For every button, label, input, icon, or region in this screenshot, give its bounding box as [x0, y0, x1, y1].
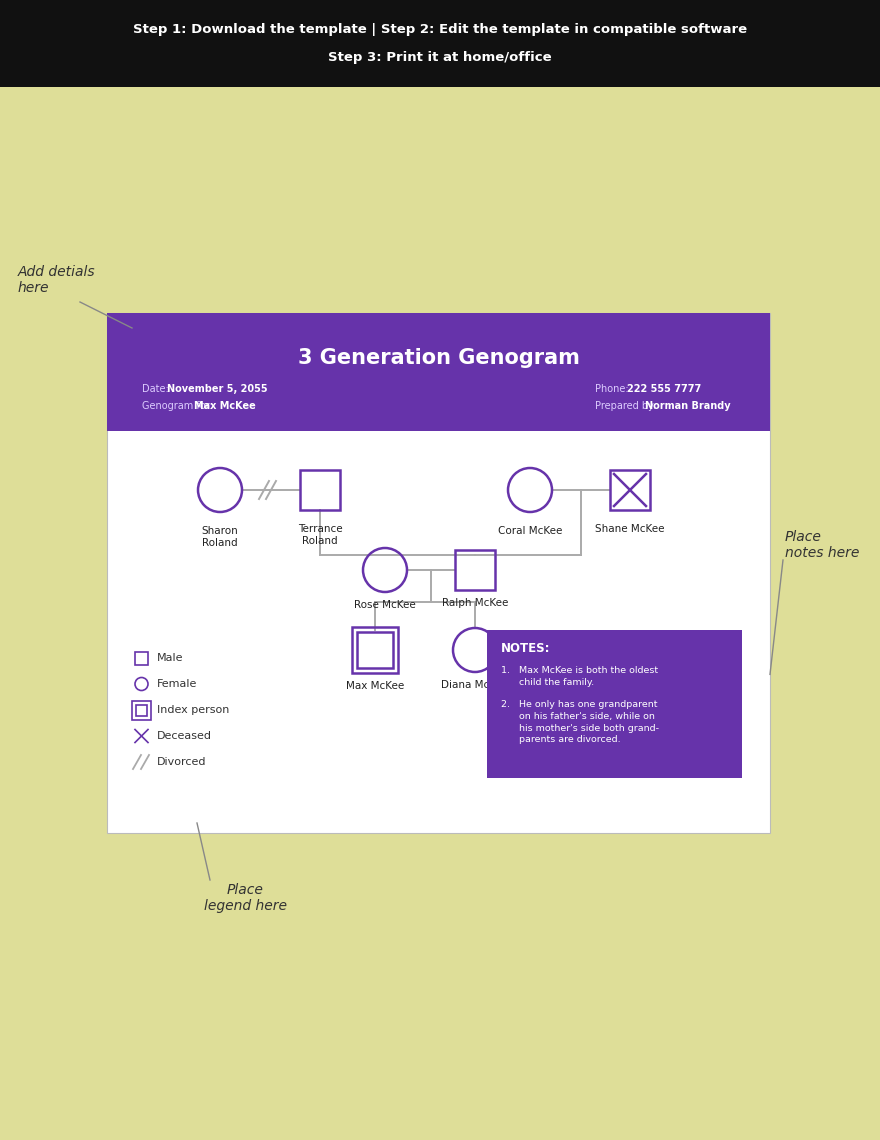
FancyBboxPatch shape: [487, 630, 742, 777]
Text: November 5, 2055: November 5, 2055: [167, 384, 268, 394]
Text: Terrance
Roland: Terrance Roland: [297, 524, 342, 546]
Text: Female: Female: [157, 679, 197, 689]
Text: Sharon
Roland: Sharon Roland: [202, 526, 238, 547]
Text: Diana McKee: Diana McKee: [442, 679, 509, 690]
Text: Step 3: Print it at home/office: Step 3: Print it at home/office: [328, 51, 552, 65]
Text: Max McKee: Max McKee: [194, 401, 256, 412]
Text: Prepared by:: Prepared by:: [595, 401, 659, 412]
FancyBboxPatch shape: [107, 314, 770, 833]
Text: Phone:: Phone:: [595, 384, 632, 394]
Text: Shane McKee: Shane McKee: [595, 524, 664, 534]
Text: 222 555 7777: 222 555 7777: [627, 384, 701, 394]
Text: Place
legend here: Place legend here: [203, 882, 287, 913]
Text: Rose McKee: Rose McKee: [354, 600, 416, 610]
Bar: [132, 700, 151, 719]
Text: Ralph McKee: Ralph McKee: [442, 598, 508, 608]
Text: Index person: Index person: [157, 705, 230, 715]
Bar: [300, 470, 340, 510]
Text: Place
notes here: Place notes here: [785, 530, 860, 560]
Bar: [357, 632, 393, 668]
Text: Add detials
here: Add detials here: [18, 264, 96, 295]
Bar: [135, 651, 148, 665]
FancyBboxPatch shape: [107, 314, 770, 431]
Text: 1.   Max McKee is both the oldest
      child the family.: 1. Max McKee is both the oldest child th…: [501, 666, 658, 686]
Bar: [455, 549, 495, 591]
Text: Max McKee: Max McKee: [346, 681, 404, 691]
Text: 2.   He only has one grandparent
      on his father's side, while on
      his : 2. He only has one grandparent on his fa…: [501, 700, 659, 744]
Text: Divorced: Divorced: [157, 757, 207, 767]
Text: NOTES:: NOTES:: [501, 642, 551, 654]
Bar: [352, 627, 398, 673]
Text: Date:: Date:: [142, 384, 172, 394]
Bar: [610, 470, 650, 510]
FancyBboxPatch shape: [0, 0, 880, 87]
Text: Step 1: Download the template | Step 2: Edit the template in compatible software: Step 1: Download the template | Step 2: …: [133, 24, 747, 36]
Text: Genogram for:: Genogram for:: [142, 401, 216, 412]
Text: Male: Male: [157, 653, 184, 663]
Bar: [136, 705, 147, 716]
Text: 3 Generation Genogram: 3 Generation Genogram: [297, 348, 579, 368]
Text: Deceased: Deceased: [157, 731, 212, 741]
Text: Coral McKee: Coral McKee: [498, 526, 562, 536]
Text: Norman Brandy: Norman Brandy: [645, 401, 730, 412]
